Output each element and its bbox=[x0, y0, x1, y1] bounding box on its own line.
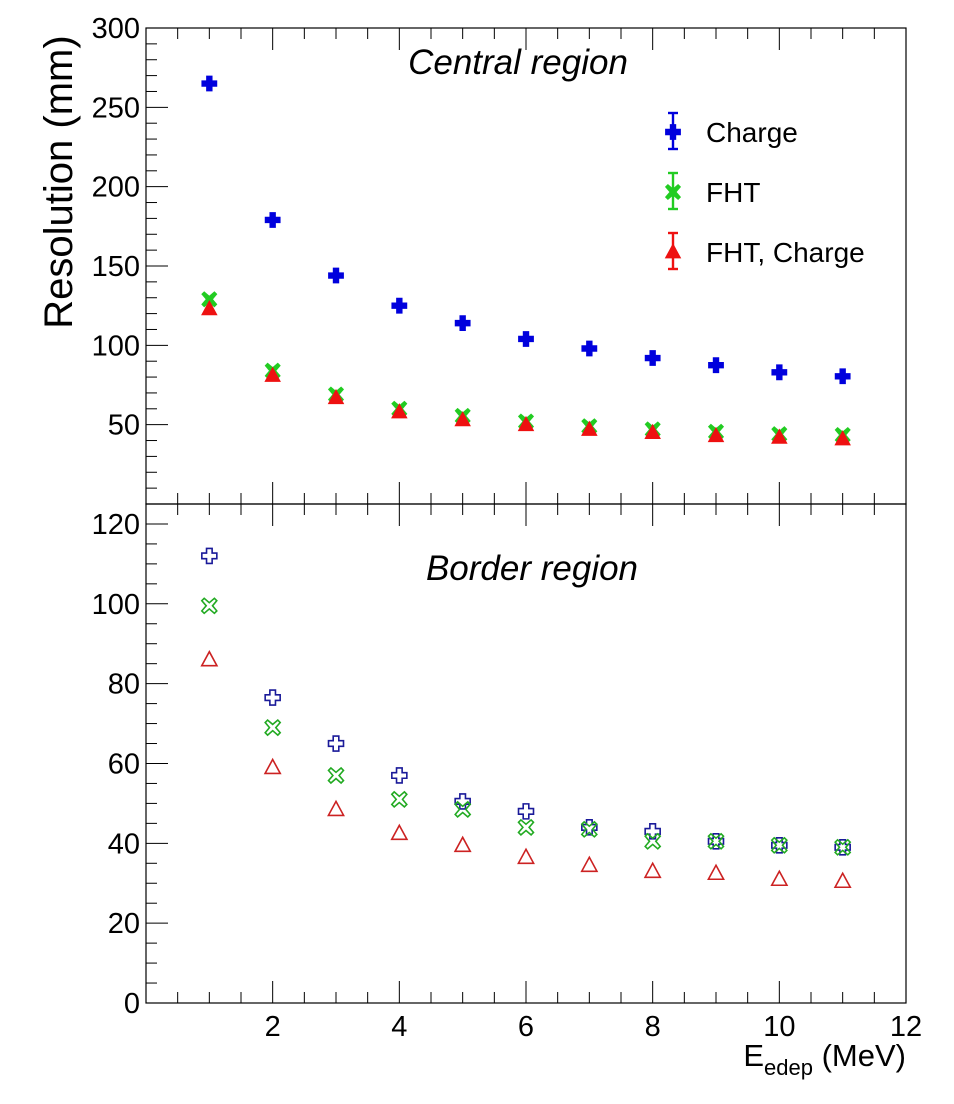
border-point-fht bbox=[707, 832, 725, 850]
border-axis-ticks bbox=[145, 503, 907, 1004]
x-axis-label-unit: (MeV) bbox=[822, 1038, 906, 1073]
central-point-charge bbox=[328, 267, 344, 284]
border-region-title: Border region bbox=[426, 549, 638, 588]
central-point-fht-charge bbox=[644, 423, 661, 439]
border-point-fht-charge bbox=[707, 863, 725, 881]
border-point-fht bbox=[770, 836, 788, 854]
border-point-fht bbox=[644, 832, 662, 850]
central-point-charge bbox=[518, 331, 534, 347]
border-y-tick-label: 60 bbox=[108, 748, 140, 780]
central-y-tick-label: 100 bbox=[92, 330, 140, 362]
border-point-fht-charge bbox=[263, 757, 282, 775]
border-point-fht-charge bbox=[833, 871, 852, 889]
border-point-charge bbox=[201, 547, 218, 565]
x-axis-label-main: E bbox=[743, 1038, 764, 1073]
central-region-panel: 50 100 150 200 250 300 Central region Resolut… bbox=[37, 13, 907, 505]
central-point-fht-charge bbox=[327, 388, 345, 405]
central-point-charge bbox=[708, 357, 724, 374]
border-point-fht-charge bbox=[580, 855, 599, 873]
central-point-fht-charge bbox=[834, 430, 851, 446]
border-point-charge bbox=[391, 767, 408, 784]
border-point-fht bbox=[454, 800, 472, 818]
central-y-tick-labels: 50 100 150 200 250 300 bbox=[92, 13, 140, 442]
border-point-fht bbox=[580, 820, 598, 838]
legend-label-fht-charge: FHT, Charge bbox=[706, 237, 865, 268]
border-point-fht-charge bbox=[200, 650, 219, 667]
border-point-charge bbox=[707, 833, 725, 850]
x-tick-label: 4 bbox=[391, 1011, 407, 1043]
central-point-charge bbox=[834, 368, 851, 385]
border-region-panel: 0 20 40 60 80 100 120 2 4 6 8 10 12 Border region E… bbox=[92, 503, 923, 1080]
border-point-fht-charge bbox=[643, 861, 662, 879]
border-point-fht-charge bbox=[517, 847, 535, 865]
central-y-tick-label: 250 bbox=[92, 92, 140, 124]
border-y-tick-label: 120 bbox=[92, 509, 140, 541]
central-point-fht-charge bbox=[264, 366, 281, 382]
border-point-charge bbox=[771, 837, 788, 854]
border-y-tick-label: 40 bbox=[108, 828, 140, 860]
central-point-fht-charge bbox=[391, 403, 408, 419]
central-point-fht-charge bbox=[201, 300, 218, 316]
border-point-fht-charge bbox=[770, 869, 789, 887]
border-point-fht bbox=[390, 790, 408, 808]
central-point-charge bbox=[264, 212, 281, 228]
central-point-fht-charge bbox=[581, 420, 598, 436]
central-point-charge bbox=[771, 364, 788, 381]
border-y-tick-label: 0 bbox=[124, 988, 140, 1020]
central-point-charge bbox=[454, 315, 471, 332]
border-y-tick-label: 100 bbox=[92, 589, 140, 621]
border-y-tick-label: 80 bbox=[108, 669, 140, 701]
border-point-fht bbox=[834, 838, 852, 856]
legend-marker-charge bbox=[665, 124, 681, 140]
central-point-fht-charge bbox=[707, 426, 725, 443]
central-y-tick-label: 300 bbox=[92, 13, 140, 45]
central-y-tick-label: 200 bbox=[92, 172, 140, 204]
border-y-tick-label: 20 bbox=[108, 908, 140, 940]
legend-label-charge: Charge bbox=[706, 117, 798, 148]
central-point-charge bbox=[201, 75, 218, 92]
central-y-tick-label: 150 bbox=[92, 251, 140, 283]
central-point-charge bbox=[581, 340, 598, 357]
x-tick-label: 12 bbox=[890, 1011, 922, 1043]
central-point-fht-charge bbox=[771, 428, 788, 444]
border-y-tick-labels: 0 20 40 60 80 100 120 bbox=[92, 509, 140, 1020]
border-point-fht bbox=[327, 766, 345, 785]
x-tick-label: 6 bbox=[518, 1011, 534, 1043]
border-point-fht bbox=[517, 818, 535, 836]
x-axis-label-subscript: edep bbox=[764, 1055, 813, 1080]
legend-markers bbox=[664, 111, 682, 271]
border-point-fht bbox=[200, 597, 218, 615]
legend-marker-fht-charge bbox=[664, 243, 682, 259]
border-point-charge bbox=[644, 823, 661, 840]
legend-label-fht: FHT bbox=[706, 177, 760, 208]
x-tick-label: 8 bbox=[645, 1011, 661, 1043]
border-point-charge bbox=[264, 689, 281, 706]
legend: Charge FHT FHT, Charge bbox=[664, 111, 865, 271]
border-point-fht-charge bbox=[327, 799, 345, 817]
border-point-charge bbox=[327, 735, 345, 752]
border-point-charge bbox=[517, 803, 535, 820]
x-axis-label-unit-spacer bbox=[813, 1038, 822, 1073]
central-region-title: Central region bbox=[408, 43, 628, 82]
central-point-charge bbox=[391, 297, 408, 314]
central-axis-ticks bbox=[145, 27, 907, 505]
y-axis-label: Resolution (mm) bbox=[37, 35, 81, 328]
border-point-charge bbox=[834, 839, 851, 856]
central-y-tick-label: 50 bbox=[108, 410, 140, 442]
border-point-fht-charge bbox=[390, 823, 409, 841]
central-point-fht-charge bbox=[454, 411, 471, 427]
x-tick-label: 10 bbox=[763, 1011, 795, 1043]
central-point-charge bbox=[644, 350, 661, 366]
x-tick-label: 2 bbox=[265, 1011, 281, 1043]
legend-marker-fht bbox=[664, 183, 682, 201]
x-axis-label: Eedep (MeV) bbox=[743, 1038, 906, 1080]
central-data-points bbox=[201, 75, 851, 446]
border-data-points bbox=[200, 547, 852, 889]
x-tick-labels: 2 4 6 8 10 12 bbox=[265, 1011, 923, 1043]
border-point-fht bbox=[264, 719, 282, 737]
central-point-fht-charge bbox=[517, 415, 535, 432]
border-point-fht-charge bbox=[453, 835, 472, 853]
